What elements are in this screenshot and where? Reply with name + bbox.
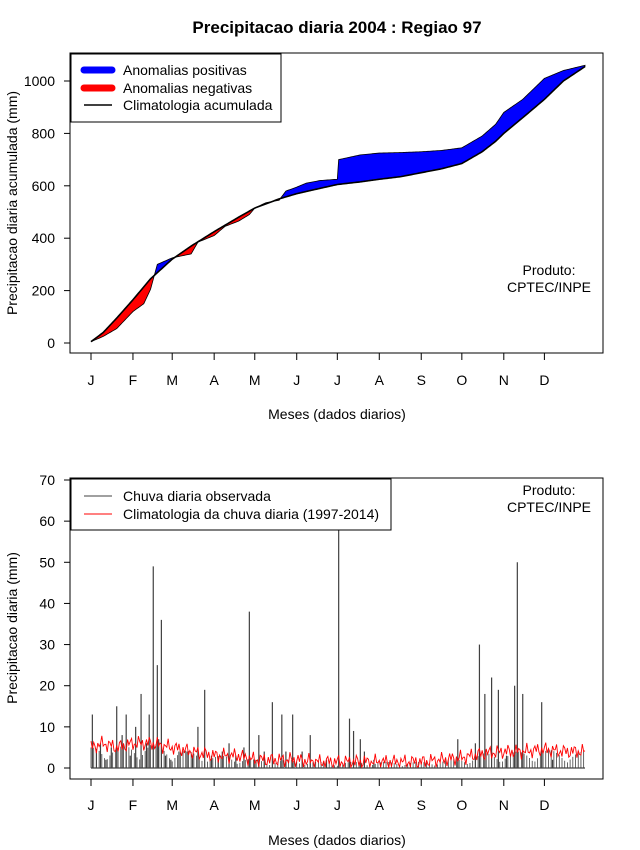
- cumulative-y-tick-label-4: 800: [32, 125, 56, 141]
- legend-observed-label: Chuva diaria observada: [123, 488, 271, 504]
- daily-y-tick-label-6: 60: [39, 513, 55, 529]
- cumulative-y-tick-label-2: 400: [32, 230, 56, 246]
- daily-y-tick-label-0: 0: [47, 760, 55, 776]
- cumulative-annotation-line2: CPTEC/INPE: [507, 279, 591, 295]
- cumulative-x-tick-label-10: N: [499, 372, 509, 388]
- daily-chart: 0 10 20 30 40 50 60 70 J F M A M J J A S O N D Meses (dado…: [4, 472, 604, 848]
- cumulative-x-tick-label-8: S: [417, 372, 426, 388]
- daily-y-tick-label-7: 70: [39, 472, 55, 488]
- cumulative-x-tick-label-3: A: [209, 372, 219, 388]
- legend-climatology-label: Climatologia acumulada: [123, 97, 273, 113]
- daily-climatology-line: [90, 735, 586, 769]
- daily-x-tick-label-5: J: [293, 797, 300, 813]
- daily-y-tick-label-5: 50: [39, 554, 55, 570]
- legend-daily-climatology-label: Climatologia da chuva diaria (1997-2014): [123, 506, 379, 522]
- daily-x-tick-label-10: N: [499, 797, 509, 813]
- cumulative-x-tick-label-7: A: [375, 372, 385, 388]
- daily-legend: Chuva diaria observada Climatologia da c…: [70, 478, 392, 531]
- cumulative-x-tick-label-5: J: [293, 372, 300, 388]
- daily-y-tick-label-2: 20: [39, 678, 55, 694]
- daily-x-tick-label-8: S: [417, 797, 426, 813]
- daily-annotation-line2: CPTEC/INPE: [507, 499, 591, 515]
- daily-x-tick-label-9: O: [456, 797, 467, 813]
- cumulative-x-tick-label-1: F: [129, 372, 138, 388]
- cumulative-x-axis-label: Meses (dados diarios): [268, 406, 406, 422]
- cumulative-plot-frame: [69, 52, 604, 354]
- cumulative-x-tick-label-11: D: [539, 372, 549, 388]
- daily-y-tick-label-4: 40: [39, 595, 55, 611]
- daily-x-tick-label-11: D: [539, 797, 549, 813]
- legend-negative-label: Anomalias negativas: [123, 80, 252, 96]
- cumulative-y-tick-label-0: 0: [47, 335, 55, 351]
- daily-x-tick-label-7: A: [375, 797, 385, 813]
- cumulative-y-tick-label-3: 600: [32, 178, 56, 194]
- cumulative-x-tick-label-6: J: [334, 372, 341, 388]
- cumulative-x-tick-label-0: J: [88, 372, 95, 388]
- cumulative-legend: Anomalias positivas Anomalias negativas …: [70, 53, 282, 123]
- daily-y-tick-label-3: 30: [39, 637, 55, 653]
- cumulative-y-axis-label: Precipitacao diaria acumulada (mm): [4, 91, 20, 315]
- daily-x-tick-label-3: A: [209, 797, 219, 813]
- daily-x-tick-label-1: F: [129, 797, 138, 813]
- cumulative-chart: 0 200 400 600 800 1000 J F M A M J J A S O N D Meses (da…: [4, 52, 604, 422]
- cumulative-climatology-line: [90, 65, 586, 343]
- daily-y-tick-label-1: 10: [39, 719, 55, 735]
- daily-x-tick-label-6: J: [334, 797, 341, 813]
- cumulative-y-tick-label-5: 1000: [24, 73, 55, 89]
- daily-plot-frame: [69, 477, 604, 780]
- cumulative-y-tick-label-1: 200: [32, 283, 56, 299]
- cumulative-x-tick-label-9: O: [456, 372, 467, 388]
- cumulative-annotation-line1: Produto:: [523, 262, 576, 278]
- daily-annotation-line1: Produto:: [523, 482, 576, 498]
- daily-x-axis-label: Meses (dados diarios): [268, 832, 406, 848]
- daily-x-tick-label-0: J: [88, 797, 95, 813]
- positive-anomaly-area-6: [280, 64, 586, 200]
- daily-y-axis-label: Precipitacao diaria (mm): [4, 552, 20, 704]
- daily-x-tick-label-2: M: [166, 797, 178, 813]
- chart-title: Precipitacao diaria 2004 : Regiao 97: [192, 18, 481, 37]
- daily-x-tick-label-4: M: [249, 797, 261, 813]
- cumulative-x-tick-label-2: M: [166, 372, 178, 388]
- daily-legend-box: [70, 478, 392, 531]
- cumulative-x-tick-label-4: M: [249, 372, 261, 388]
- legend-positive-label: Anomalias positivas: [123, 62, 247, 78]
